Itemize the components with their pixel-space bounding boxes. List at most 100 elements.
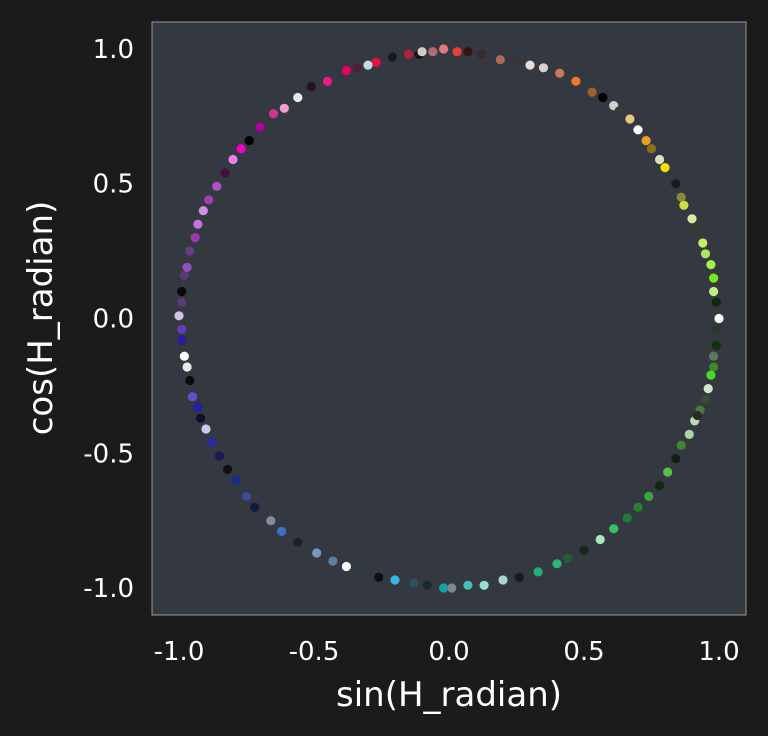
data-point [439,583,449,593]
y-tick-label: 0.0 [93,305,134,335]
data-point [646,144,657,154]
data-point [279,103,289,113]
data-point [709,351,719,361]
data-point [711,297,721,307]
data-points [174,44,724,593]
data-point [403,49,414,59]
data-point [622,513,632,523]
x-tick-label: 0.0 [428,637,469,667]
data-point [525,60,535,70]
data-point [177,335,187,345]
data-point [614,106,624,116]
data-point [452,47,462,57]
data-point [692,410,703,421]
data-point [179,351,189,361]
data-point [633,502,643,512]
data-point [463,47,473,57]
data-point [479,580,489,590]
data-point [306,82,316,92]
data-point [177,286,187,297]
data-point [214,451,225,461]
data-point [633,125,643,135]
data-point [625,114,635,124]
data-point [196,413,206,423]
data-point [250,502,260,512]
data-point [676,192,686,202]
data-point [714,313,724,324]
data-point [498,575,508,585]
data-point [563,553,573,564]
data-point [322,76,333,86]
data-point [241,491,252,501]
data-point [687,214,697,224]
data-point [579,545,589,555]
data-point [185,246,195,256]
data-point [511,57,522,67]
data-point [587,87,597,97]
data-point [711,340,721,351]
data-point [644,491,654,501]
data-point [231,475,241,485]
data-point [266,516,276,526]
data-point [255,122,265,132]
data-point [293,537,303,547]
data-point [598,92,608,103]
data-point [293,92,303,103]
data-point [703,384,713,394]
data-point [538,63,549,73]
data-point [555,68,565,78]
data-point [182,262,192,272]
data-point [371,57,381,67]
x-tick-label: -0.5 [289,637,340,667]
data-point [641,136,651,146]
data-point [190,233,200,243]
data-point [692,224,703,235]
data-point [660,163,670,173]
data-point [571,76,581,86]
data-point [236,144,246,154]
data-point [179,270,189,280]
data-point [552,559,562,569]
data-point [663,467,673,477]
data-point [476,49,486,59]
data-point [201,424,211,434]
data-point [514,572,524,582]
y-axis-label: cos(H_radian) [21,201,61,436]
data-point [390,575,400,585]
data-point [198,206,208,216]
data-point [244,136,254,146]
data-point [706,260,716,270]
data-point [193,219,203,229]
data-point [268,109,279,119]
data-point [711,324,721,334]
data-point [595,534,605,545]
data-point [676,440,686,450]
data-point [182,362,192,372]
data-point [609,524,619,534]
data-point [700,249,711,259]
data-point [417,47,427,57]
data-point [428,47,438,57]
y-tick-label: -0.5 [83,439,134,469]
y-tick-label: 0.5 [93,170,134,200]
data-point [671,179,681,189]
data-point [684,429,694,439]
x-tick-label: 0.5 [563,637,604,667]
data-point [698,238,708,248]
data-point [177,324,187,334]
data-point [220,168,230,178]
x-axis-label: sin(H_radian) [336,675,562,715]
data-point [700,394,711,404]
x-tick-label: -1.0 [154,637,205,667]
data-point [655,154,665,165]
data-point [228,154,238,165]
y-tick-label: 1.0 [93,35,134,65]
data-point [177,297,187,307]
data-point [212,181,222,191]
x-tick-label: 1.0 [698,637,739,667]
data-point [185,375,195,386]
data-point [409,578,419,588]
data-point [206,437,216,448]
data-point [447,583,457,593]
